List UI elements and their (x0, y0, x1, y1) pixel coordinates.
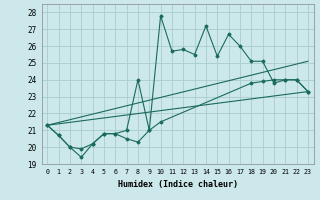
X-axis label: Humidex (Indice chaleur): Humidex (Indice chaleur) (118, 180, 237, 189)
